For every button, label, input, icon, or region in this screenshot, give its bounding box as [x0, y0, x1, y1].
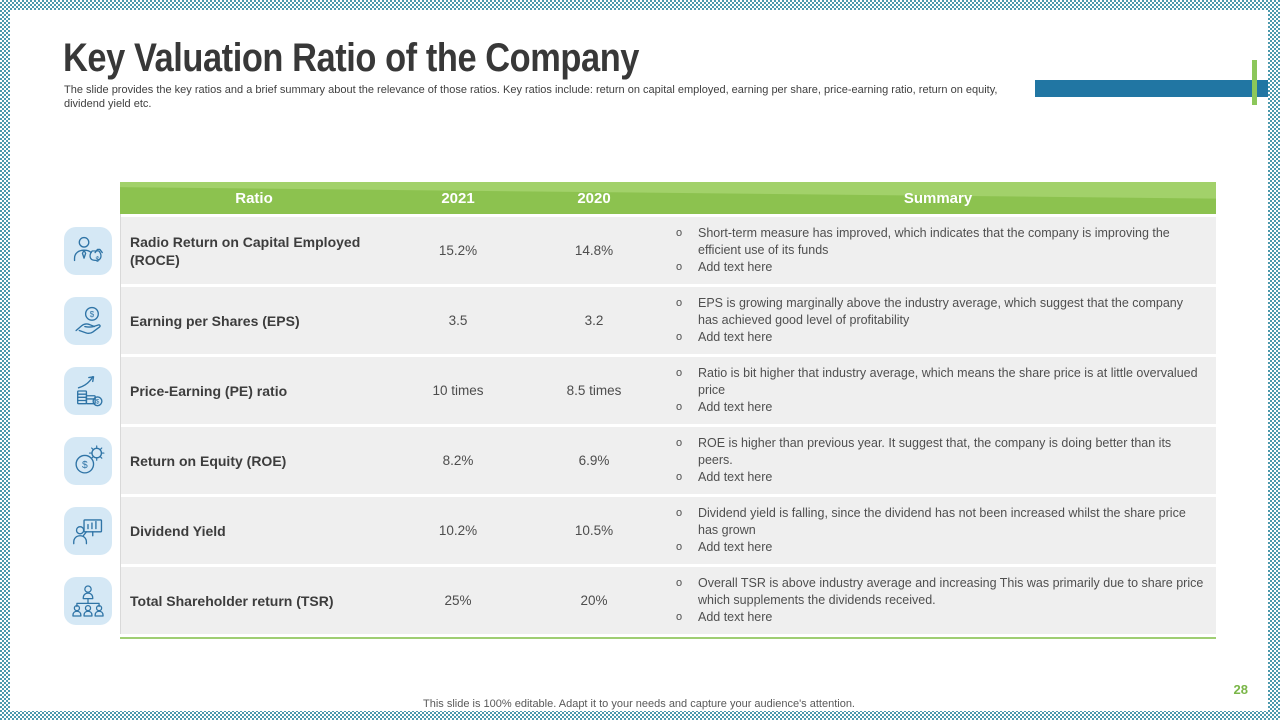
table-row: Return on Equity (ROE) 8.2% 6.9% ROE is …	[64, 427, 1216, 494]
table-header-row: Ratio 2021 2020 Summary	[120, 182, 1216, 214]
slide-canvas: Key Valuation Ratio of the Company The s…	[10, 10, 1268, 711]
value-2020-cell: 8.5 times	[566, 383, 622, 398]
value-2020-cell: 3.2	[584, 313, 604, 328]
summary-cell: EPS is growing marginally above the indu…	[660, 287, 1216, 354]
ratio-name-cell: Price-Earning (PE) ratio	[130, 382, 288, 399]
businessman-money-bag-icon	[64, 226, 112, 275]
summary-bullet: Short-term measure has improved, which i…	[672, 225, 1206, 259]
row-icon-column	[64, 217, 120, 284]
value-2021-cell: 3.5	[448, 313, 468, 328]
value-2021-cell: 8.2%	[442, 453, 474, 468]
footer-note: This slide is 100% editable. Adapt it to…	[423, 698, 855, 710]
ratio-name-cell: Radio Return on Capital Employed (ROCE)	[130, 233, 361, 268]
org-chart-people-icon	[64, 576, 112, 625]
hand-dollar-coin-icon	[64, 296, 112, 345]
coins-growth-arrow-icon	[64, 366, 112, 415]
ratio-name-cell: Return on Equity (ROE)	[130, 452, 287, 469]
value-2020-cell: 6.9%	[578, 453, 610, 468]
summary-cell: Dividend yield is falling, since the div…	[660, 497, 1216, 564]
page-subtitle: The slide provides the key ratios and a …	[64, 84, 998, 110]
value-2021-cell: 10 times	[432, 383, 484, 398]
table-header-summary: Summary	[903, 189, 973, 207]
summary-bullet: Add text here	[672, 329, 1206, 346]
value-2020-cell: 20%	[580, 593, 608, 608]
dollar-gear-icon	[64, 436, 112, 485]
summary-bullet: Ratio is bit higher that industry averag…	[672, 365, 1206, 399]
page-number: 28	[1233, 682, 1248, 697]
row-icon-column	[64, 567, 120, 634]
summary-cell: ROE is higher than previous year. It sug…	[660, 427, 1216, 494]
value-2021-cell: 15.2%	[438, 243, 478, 258]
valuation-ratio-table: Ratio 2021 2020 Summary Radio Return on …	[64, 182, 1216, 639]
table-row: Price-Earning (PE) ratio 10 times 8.5 ti…	[64, 357, 1216, 424]
accent-bar-blue	[1035, 80, 1268, 97]
row-icon-column	[64, 287, 120, 354]
summary-bullet: Dividend yield is falling, since the div…	[672, 505, 1206, 539]
accent-tick-green	[1252, 60, 1257, 105]
row-icon-column	[64, 497, 120, 564]
summary-cell: Short-term measure has improved, which i…	[660, 217, 1216, 284]
ratio-name-cell: Total Shareholder return (TSR)	[130, 592, 334, 609]
table-header-2020: 2020	[577, 189, 611, 207]
summary-bullet: Add text here	[672, 399, 1206, 416]
summary-cell: Ratio is bit higher that industry averag…	[660, 357, 1216, 424]
ratio-name-cell: Dividend Yield	[130, 522, 226, 539]
ratio-name-cell: Earning per Shares (EPS)	[130, 312, 300, 329]
page-title: Key Valuation Ratio of the Company	[63, 36, 639, 80]
table-row: Total Shareholder return (TSR) 25% 20% O…	[64, 567, 1216, 634]
presenter-chart-icon	[64, 506, 112, 555]
summary-cell: Overall TSR is above industry average an…	[660, 567, 1216, 634]
table-row: Dividend Yield 10.2% 10.5% Dividend yiel…	[64, 497, 1216, 564]
row-icon-column	[64, 427, 120, 494]
table-bottom-rule	[120, 637, 1216, 639]
value-2021-cell: 10.2%	[438, 523, 478, 538]
summary-bullet: ROE is higher than previous year. It sug…	[672, 435, 1206, 469]
summary-bullet: Add text here	[672, 259, 1206, 276]
table-header-ratio: Ratio	[235, 189, 273, 207]
summary-bullet: Add text here	[672, 539, 1206, 556]
table-body: Radio Return on Capital Employed (ROCE) …	[64, 214, 1216, 634]
table-header-2021: 2021	[441, 189, 475, 207]
summary-bullet: Add text here	[672, 469, 1206, 486]
table-row: Earning per Shares (EPS) 3.5 3.2 EPS is …	[64, 287, 1216, 354]
value-2020-cell: 10.5%	[574, 523, 614, 538]
row-icon-column	[64, 357, 120, 424]
summary-bullet: EPS is growing marginally above the indu…	[672, 295, 1206, 329]
value-2021-cell: 25%	[444, 593, 472, 608]
summary-bullet: Overall TSR is above industry average an…	[672, 575, 1206, 609]
table-row: Radio Return on Capital Employed (ROCE) …	[64, 217, 1216, 284]
value-2020-cell: 14.8%	[574, 243, 614, 258]
summary-bullet: Add text here	[672, 609, 1206, 626]
